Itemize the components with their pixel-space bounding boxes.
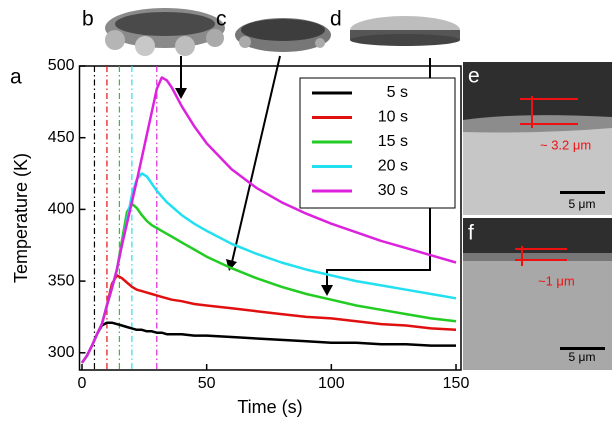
scale-bar-label: 5 μm [569,197,596,211]
legend-label: 20 s [378,158,408,175]
panel-label: d [330,8,342,31]
legend-label: 5 s [387,84,408,101]
panel-label: f [468,222,474,245]
x-tick-label: 50 [198,375,216,392]
photo-d [350,16,460,46]
panel-label: c [216,8,227,31]
y-tick-label: 350 [48,272,75,289]
y-tick-label: 400 [48,201,75,218]
annotation: ~1 μm [538,273,575,288]
legend-label: 15 s [378,133,408,150]
y-axis-label: Temperature (K) [11,153,31,283]
y-tick-label: 450 [48,129,75,146]
panel-label: a [10,66,22,89]
annotation: ~ 3.2 μm [540,137,591,152]
micrograph-f [463,218,612,370]
legend-label: 10 s [378,109,408,126]
y-tick-label: 500 [48,57,75,74]
figure: a b c d e f ~ 3.2 μm ~1 μm 5 μm 5 μm Tim… [0,0,612,421]
page: {"chart_data": { "type": "line", "x_labe… [0,0,612,421]
x-tick-label: 150 [443,375,470,392]
x-tick-label: 100 [318,375,345,392]
series-line [82,323,456,363]
y-tick-label: 300 [48,344,75,361]
scale-bar-label: 5 μm [569,350,596,364]
photo-c [235,18,331,52]
x-tick-label: 0 [78,375,87,392]
legend-label: 30 s [378,182,408,199]
photo-b [105,8,225,56]
panel-label: e [468,65,480,88]
panel-label: b [82,8,94,31]
x-axis-label: Time (s) [237,397,302,417]
